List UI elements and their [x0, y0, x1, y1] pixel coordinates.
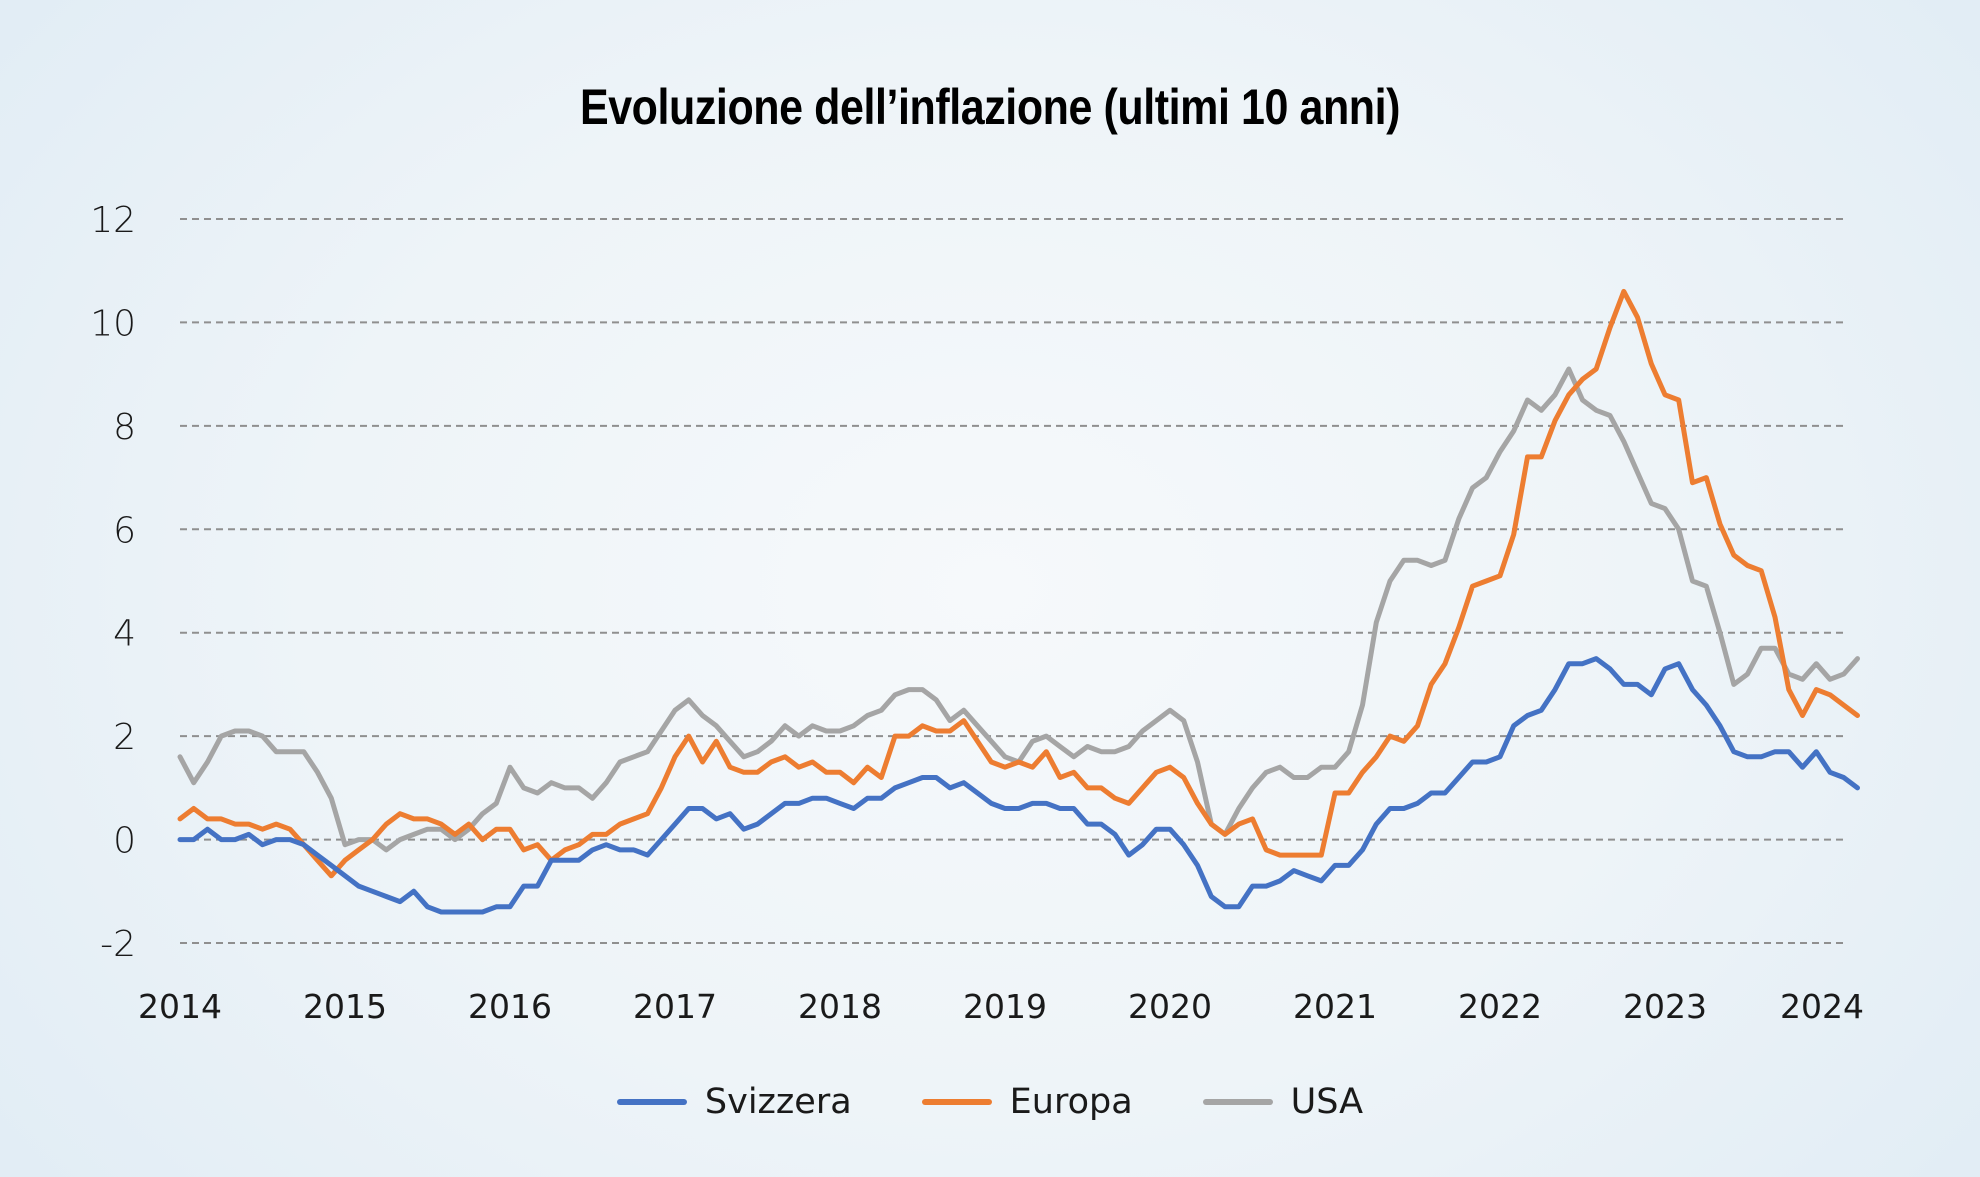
legend-swatch-usa: [1202, 1099, 1273, 1105]
x-tick-label: 2020: [1128, 987, 1212, 1026]
legend-swatch-svizzera: [616, 1099, 687, 1105]
y-tick-label: 10: [90, 303, 136, 344]
legend-label-svizzera: Svizzera: [704, 1082, 852, 1122]
x-axis-tick-labels: 2014 2015 2016 2017 2018 2019 2020 2021 2022 2023…: [138, 987, 1864, 1026]
x-tick-label: 2015: [303, 987, 387, 1026]
y-axis-tick-labels: -2 0 2 4 6 8 10 12: [90, 200, 136, 965]
gridlines: [180, 218, 1845, 944]
legend-label-usa: USA: [1290, 1082, 1364, 1122]
x-tick-label: 2017: [633, 987, 717, 1026]
y-tick-label: 12: [90, 200, 136, 241]
x-tick-label: 2014: [138, 987, 222, 1026]
legend-item-europa: Europa: [921, 1082, 1133, 1122]
legend-item-svizzera: Svizzera: [616, 1082, 852, 1122]
x-tick-label: 2019: [963, 987, 1047, 1026]
x-tick-label: 2018: [798, 987, 882, 1026]
series-lines: [177, 288, 1860, 915]
legend-label-europa: Europa: [1009, 1082, 1133, 1122]
x-tick-label: 2016: [468, 987, 552, 1026]
legend-item-usa: USA: [1202, 1082, 1364, 1122]
y-tick-label: 8: [113, 407, 136, 448]
y-tick-label: 4: [113, 614, 136, 655]
y-tick-label: 2: [113, 717, 136, 758]
series-line-europa: [177, 288, 1860, 879]
series-line-svizzera: [177, 656, 1860, 915]
legend: Svizzera Europa USA: [0, 1082, 1980, 1122]
y-tick-label: 6: [113, 510, 136, 551]
x-tick-label: 2022: [1458, 987, 1542, 1026]
x-tick-label: 2021: [1293, 987, 1377, 1026]
chart-title: Evoluzione dell’inflazione (ultimi 10 an…: [579, 79, 1401, 135]
legend-swatch-europa: [921, 1099, 992, 1105]
y-tick-label: 0: [113, 821, 136, 862]
x-tick-label: 2024: [1780, 987, 1864, 1026]
y-tick-label: -2: [100, 924, 136, 965]
x-tick-label: 2023: [1623, 987, 1707, 1026]
series-line-usa: [177, 366, 1860, 853]
